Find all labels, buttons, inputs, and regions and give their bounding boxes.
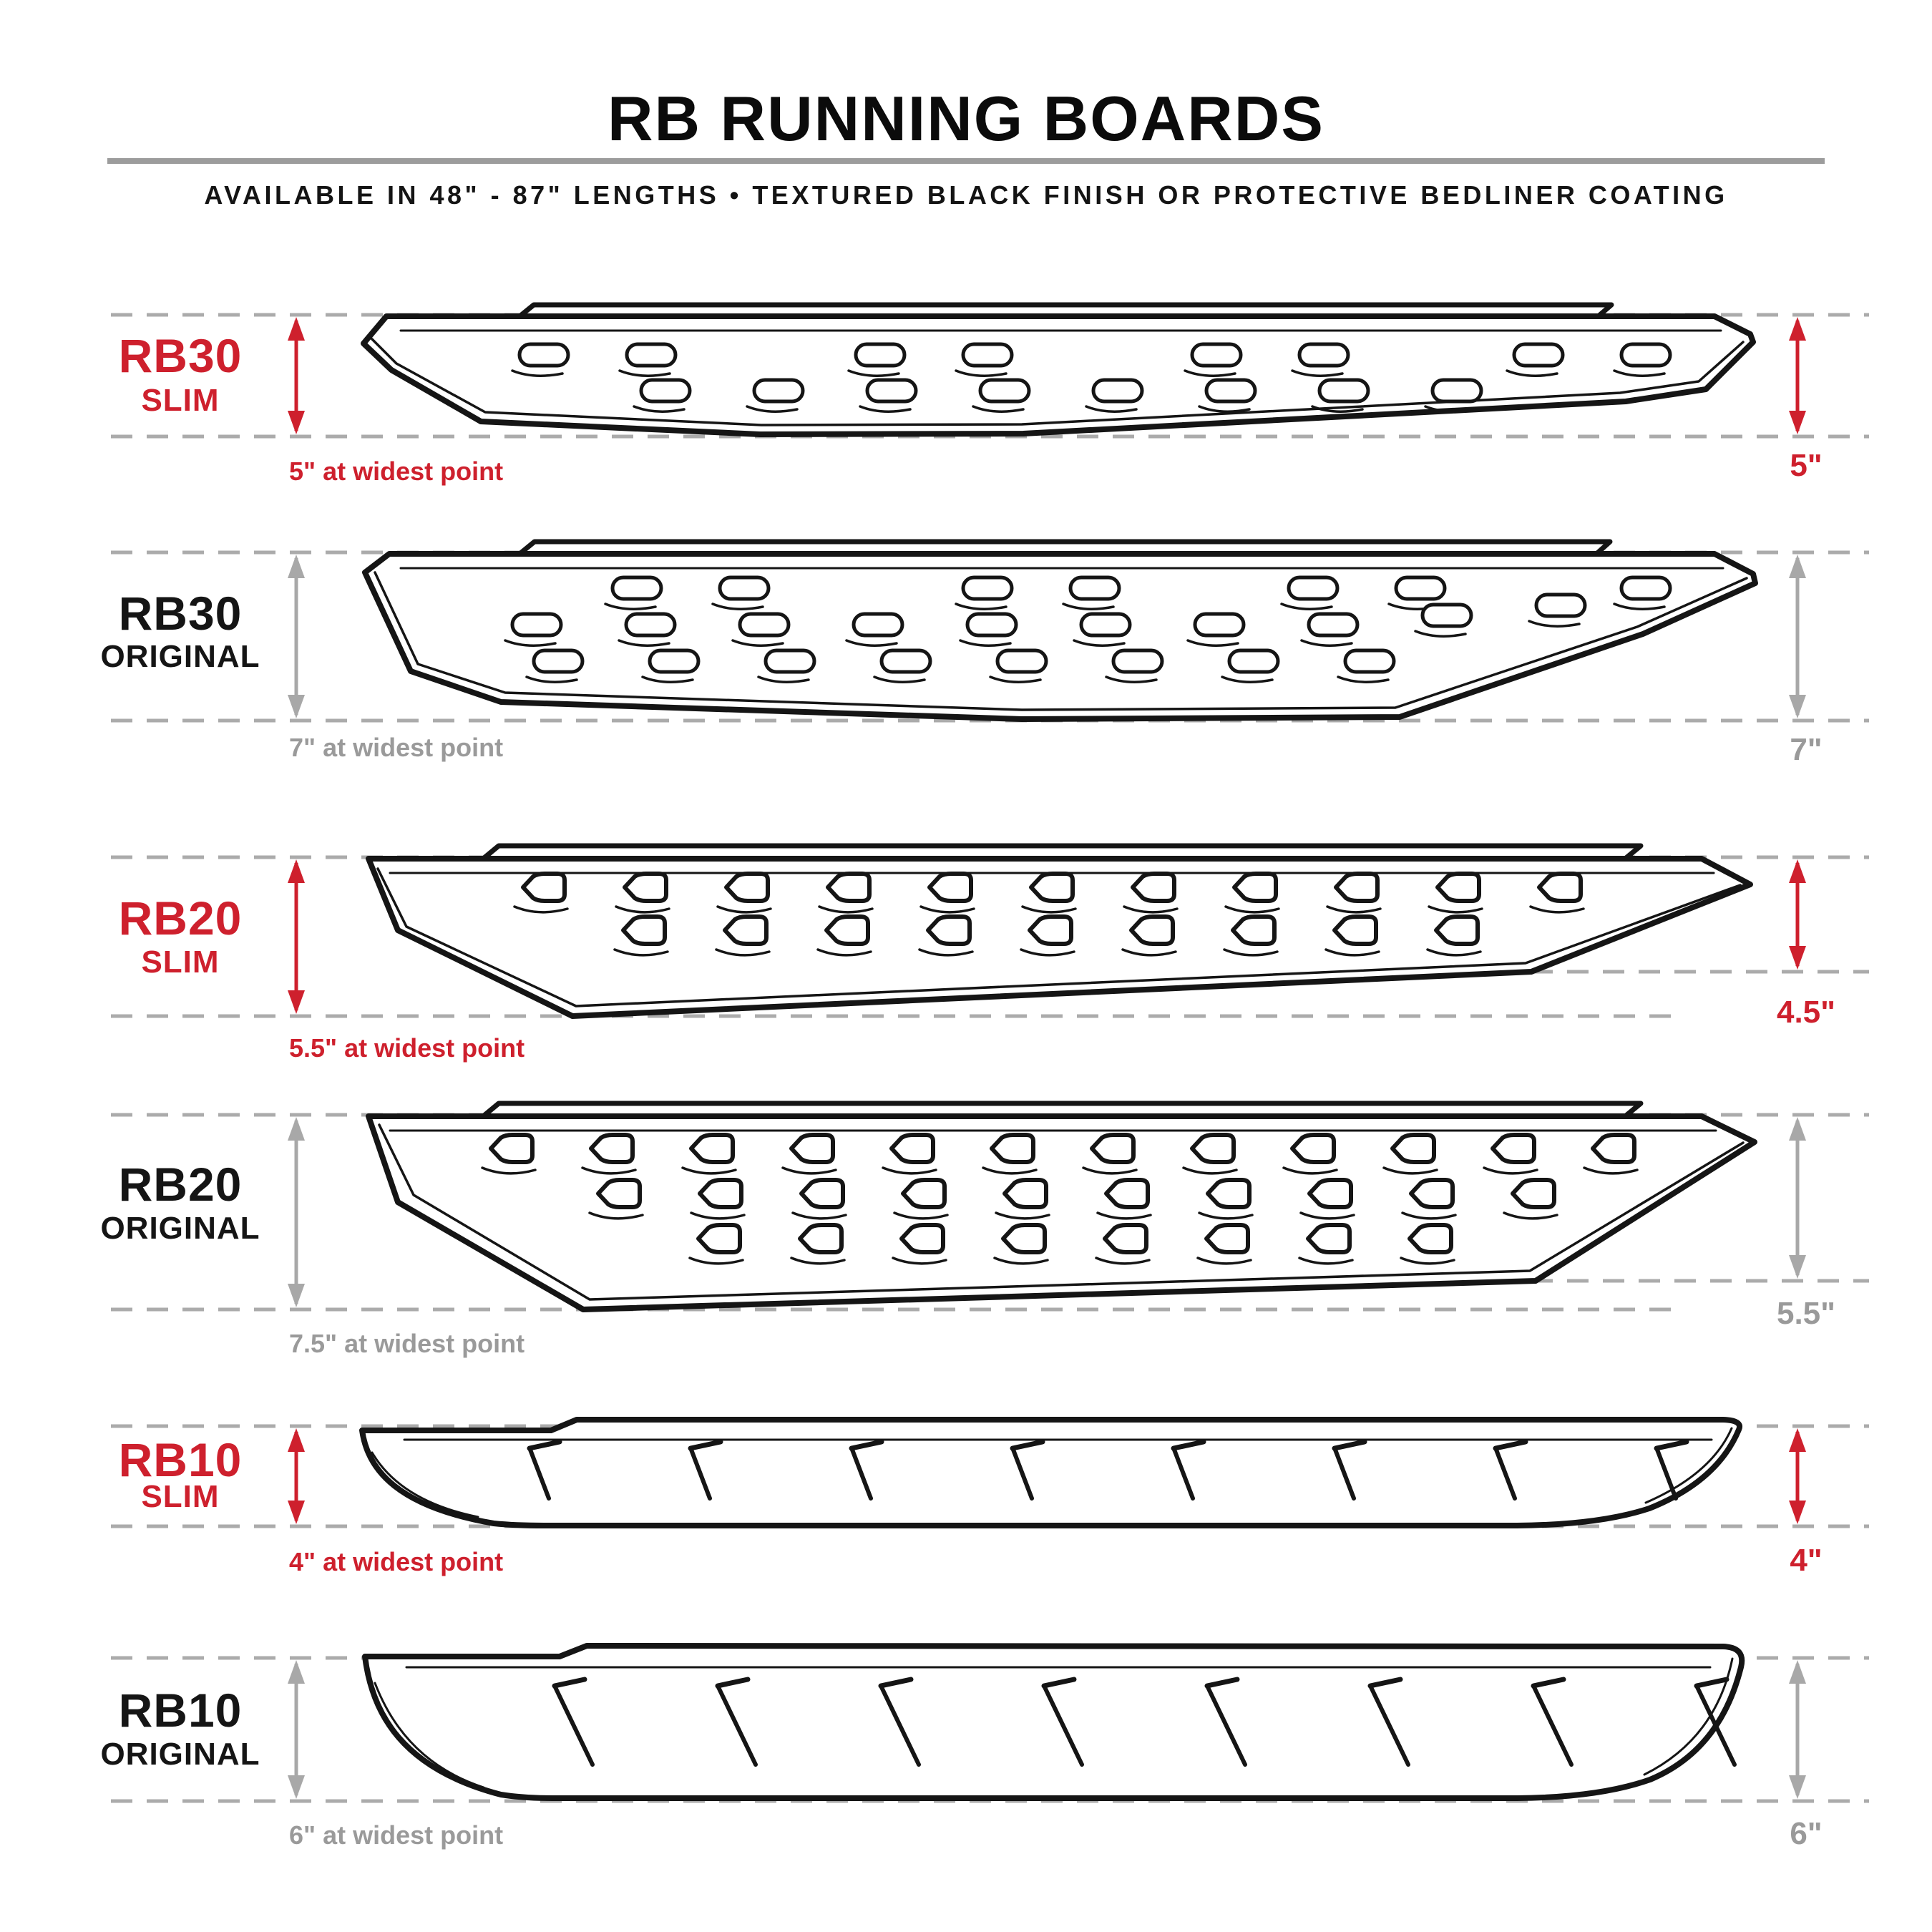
page-subtitle: AVAILABLE IN 48" - 87" LENGTHS • TEXTURE… [204,180,1728,210]
model-label-rb30-original: RB30 [118,587,243,640]
board-art-rb20-original [366,1101,1757,1312]
page-title: RB RUNNING BOARDS [608,83,1324,154]
variant-label-rb30-slim: SLIM [141,383,220,418]
widest-label-rb20-slim: 5.5" at widest point [289,1033,525,1063]
model-label-rb20-original: RB20 [118,1158,243,1211]
height-label-rb20-slim: 4.5" [1776,995,1836,1030]
model-label-rb10-original: RB10 [118,1684,243,1737]
variant-label-rb10-original: ORIGINAL [100,1737,260,1772]
variant-label-rb20-slim: SLIM [141,945,220,980]
title-divider [107,158,1825,164]
board-art-rb30-original [362,539,1758,722]
widest-label-rb30-original: 7" at widest point [289,733,504,762]
variant-label-rb20-original: ORIGINAL [100,1211,260,1246]
widest-label-rb20-original: 7.5" at widest point [289,1329,525,1358]
variant-label-rb30-original: ORIGINAL [100,639,260,674]
board-art-rb10-slim [359,1417,1742,1528]
height-label-rb20-original: 5.5" [1776,1296,1836,1331]
board-art-rb20-slim [366,843,1753,1019]
widest-label-rb10-slim: 4" at widest point [289,1547,504,1576]
widest-label-rb30-slim: 5" at widest point [289,457,504,486]
height-label-rb30-slim: 5" [1790,448,1823,483]
dimension-arrows [288,317,1806,1799]
height-label-rb10-original: 6" [1790,1816,1823,1851]
widest-label-rb10-original: 6" at widest point [289,1820,504,1850]
height-label-rb30-original: 7" [1790,732,1823,767]
model-label-rb30-slim: RB30 [118,329,243,382]
board-art-rb10-original [362,1643,1745,1801]
variant-label-rb10-slim: SLIM [141,1479,220,1514]
model-label-rb10-slim: RB10 [118,1433,243,1486]
height-label-rb10-slim: 4" [1790,1543,1823,1578]
model-label-rb20-slim: RB20 [118,892,243,945]
board-art-rb30-slim [361,302,1756,437]
